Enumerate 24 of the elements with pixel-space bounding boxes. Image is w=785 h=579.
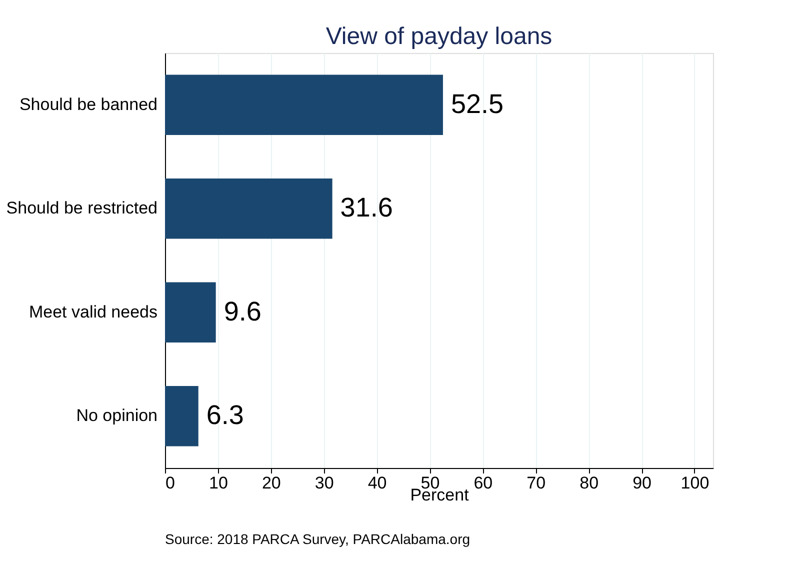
x-tick-label: 10 xyxy=(208,474,228,492)
x-tick-label: 40 xyxy=(368,474,387,492)
x-tick-label: 20 xyxy=(262,474,281,492)
x-tick-label: 90 xyxy=(632,474,652,492)
data-label: 31.6 xyxy=(340,192,393,223)
y-tick-label: No opinion xyxy=(76,406,158,426)
x-tick-label: 80 xyxy=(580,474,599,492)
source-note: Source: 2018 PARCA Survey, PARCAlabama.org xyxy=(165,531,470,547)
y-tick-label: Should be restricted xyxy=(6,198,158,218)
data-label: 6.3 xyxy=(206,400,244,430)
bar xyxy=(165,386,198,446)
y-tick-label: Should be banned xyxy=(19,94,158,114)
data-label: 52.5 xyxy=(450,88,504,119)
chart-title: View of payday loans xyxy=(326,23,552,50)
bar xyxy=(165,282,216,342)
x-tick-label: 100 xyxy=(680,474,710,492)
x-tick-label: 70 xyxy=(526,474,546,492)
y-tick-label: Meet valid needs xyxy=(28,302,158,322)
x-tick-label: 30 xyxy=(314,474,334,492)
bar xyxy=(165,178,332,239)
x-tick-label: 60 xyxy=(474,474,493,492)
x-tick-label: 0 xyxy=(166,474,175,492)
data-label: 9.6 xyxy=(224,296,262,326)
bar xyxy=(165,74,443,135)
